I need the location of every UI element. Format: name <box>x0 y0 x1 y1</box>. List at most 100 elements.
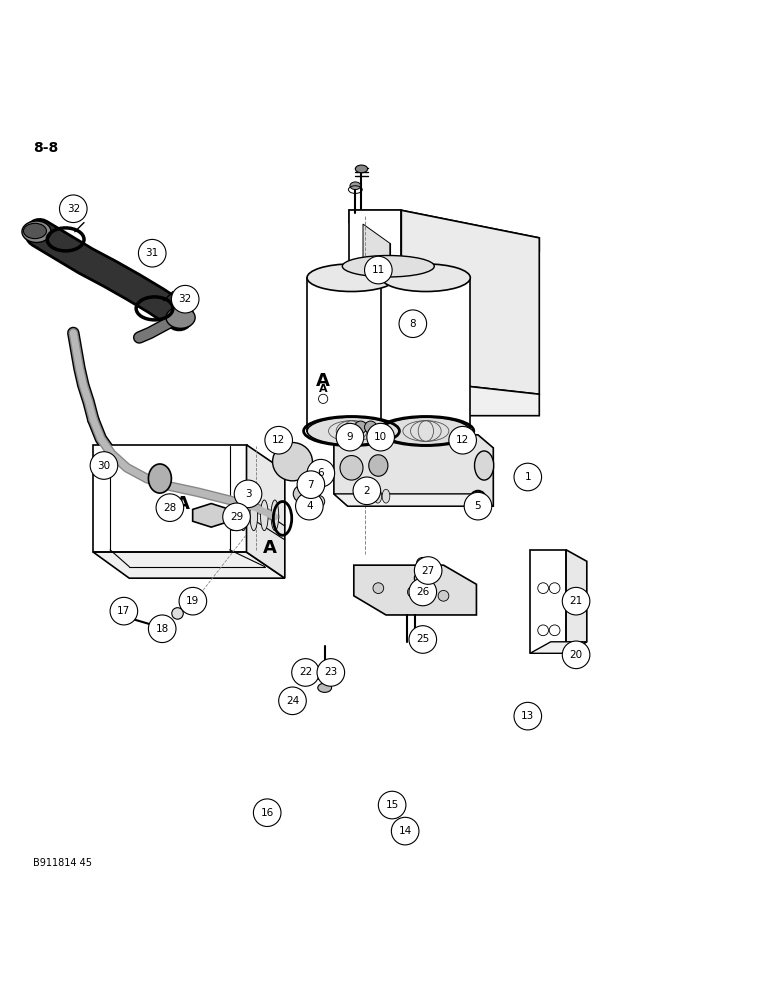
Polygon shape <box>307 278 396 431</box>
Circle shape <box>364 421 377 433</box>
Ellipse shape <box>417 557 429 568</box>
Ellipse shape <box>366 489 374 503</box>
Circle shape <box>449 426 476 454</box>
Text: 9: 9 <box>347 432 354 442</box>
Text: 32: 32 <box>178 294 191 304</box>
Text: 27: 27 <box>422 566 435 576</box>
Ellipse shape <box>156 623 164 630</box>
Ellipse shape <box>330 673 338 682</box>
Polygon shape <box>363 224 390 393</box>
Polygon shape <box>334 435 493 506</box>
Polygon shape <box>316 381 346 420</box>
Ellipse shape <box>318 683 332 692</box>
Circle shape <box>464 492 492 520</box>
Circle shape <box>549 583 560 594</box>
Text: 5: 5 <box>475 501 481 511</box>
Text: 20: 20 <box>570 650 583 660</box>
Circle shape <box>353 477 381 505</box>
Text: 32: 32 <box>66 204 80 214</box>
Polygon shape <box>361 318 386 328</box>
Polygon shape <box>93 445 246 552</box>
Ellipse shape <box>381 417 470 445</box>
Ellipse shape <box>415 571 432 585</box>
Ellipse shape <box>22 221 51 242</box>
Circle shape <box>549 625 560 636</box>
Circle shape <box>373 583 384 594</box>
Circle shape <box>514 702 542 730</box>
Circle shape <box>367 423 394 451</box>
Ellipse shape <box>369 455 388 476</box>
Circle shape <box>179 587 207 615</box>
Ellipse shape <box>293 485 310 502</box>
Ellipse shape <box>117 610 127 617</box>
Ellipse shape <box>307 417 396 445</box>
Text: 25: 25 <box>416 634 429 644</box>
Text: 13: 13 <box>521 711 534 721</box>
Polygon shape <box>381 278 470 431</box>
Polygon shape <box>530 642 587 653</box>
Polygon shape <box>349 379 540 416</box>
Polygon shape <box>361 299 386 308</box>
Text: 11: 11 <box>371 265 385 275</box>
Text: A: A <box>176 495 190 513</box>
Text: 7: 7 <box>307 480 314 490</box>
Text: 21: 21 <box>570 596 583 606</box>
Circle shape <box>307 459 334 487</box>
Circle shape <box>336 423 364 451</box>
Circle shape <box>409 578 437 606</box>
Circle shape <box>292 659 320 686</box>
Polygon shape <box>93 552 285 578</box>
Text: 24: 24 <box>286 696 299 706</box>
Circle shape <box>514 463 542 491</box>
Circle shape <box>253 799 281 827</box>
Text: 23: 23 <box>324 667 337 677</box>
Circle shape <box>364 256 392 284</box>
Text: A: A <box>262 539 276 557</box>
Circle shape <box>138 239 166 267</box>
Text: 14: 14 <box>398 826 411 836</box>
Ellipse shape <box>317 669 327 680</box>
Circle shape <box>538 583 548 594</box>
Polygon shape <box>349 210 401 391</box>
Ellipse shape <box>342 256 435 277</box>
Polygon shape <box>354 565 476 615</box>
Text: 28: 28 <box>163 503 177 513</box>
Ellipse shape <box>166 307 195 328</box>
Polygon shape <box>401 210 540 394</box>
Ellipse shape <box>357 489 365 503</box>
Circle shape <box>279 687 306 715</box>
Ellipse shape <box>301 668 315 682</box>
Circle shape <box>415 557 442 584</box>
Ellipse shape <box>172 608 183 619</box>
Text: 29: 29 <box>230 512 243 522</box>
Ellipse shape <box>381 264 470 292</box>
Circle shape <box>399 310 427 338</box>
Polygon shape <box>193 504 230 527</box>
Circle shape <box>171 285 199 313</box>
Circle shape <box>391 817 419 845</box>
Circle shape <box>378 791 406 819</box>
Circle shape <box>562 641 590 669</box>
Text: 12: 12 <box>272 435 286 445</box>
Polygon shape <box>349 210 540 251</box>
Circle shape <box>59 195 87 223</box>
Text: 1: 1 <box>524 472 531 482</box>
Ellipse shape <box>229 500 236 531</box>
Circle shape <box>317 659 344 686</box>
Text: 8: 8 <box>409 319 416 329</box>
Text: 15: 15 <box>385 800 399 810</box>
Ellipse shape <box>271 500 279 531</box>
Text: 12: 12 <box>456 435 469 445</box>
Ellipse shape <box>355 165 367 173</box>
Ellipse shape <box>475 451 493 480</box>
Polygon shape <box>246 445 285 578</box>
Ellipse shape <box>313 495 325 508</box>
Ellipse shape <box>154 620 166 633</box>
Text: 4: 4 <box>306 501 313 511</box>
Circle shape <box>408 587 418 597</box>
Ellipse shape <box>260 500 268 531</box>
Ellipse shape <box>340 456 363 480</box>
Text: 22: 22 <box>299 667 312 677</box>
Circle shape <box>296 492 323 520</box>
Ellipse shape <box>250 500 258 531</box>
